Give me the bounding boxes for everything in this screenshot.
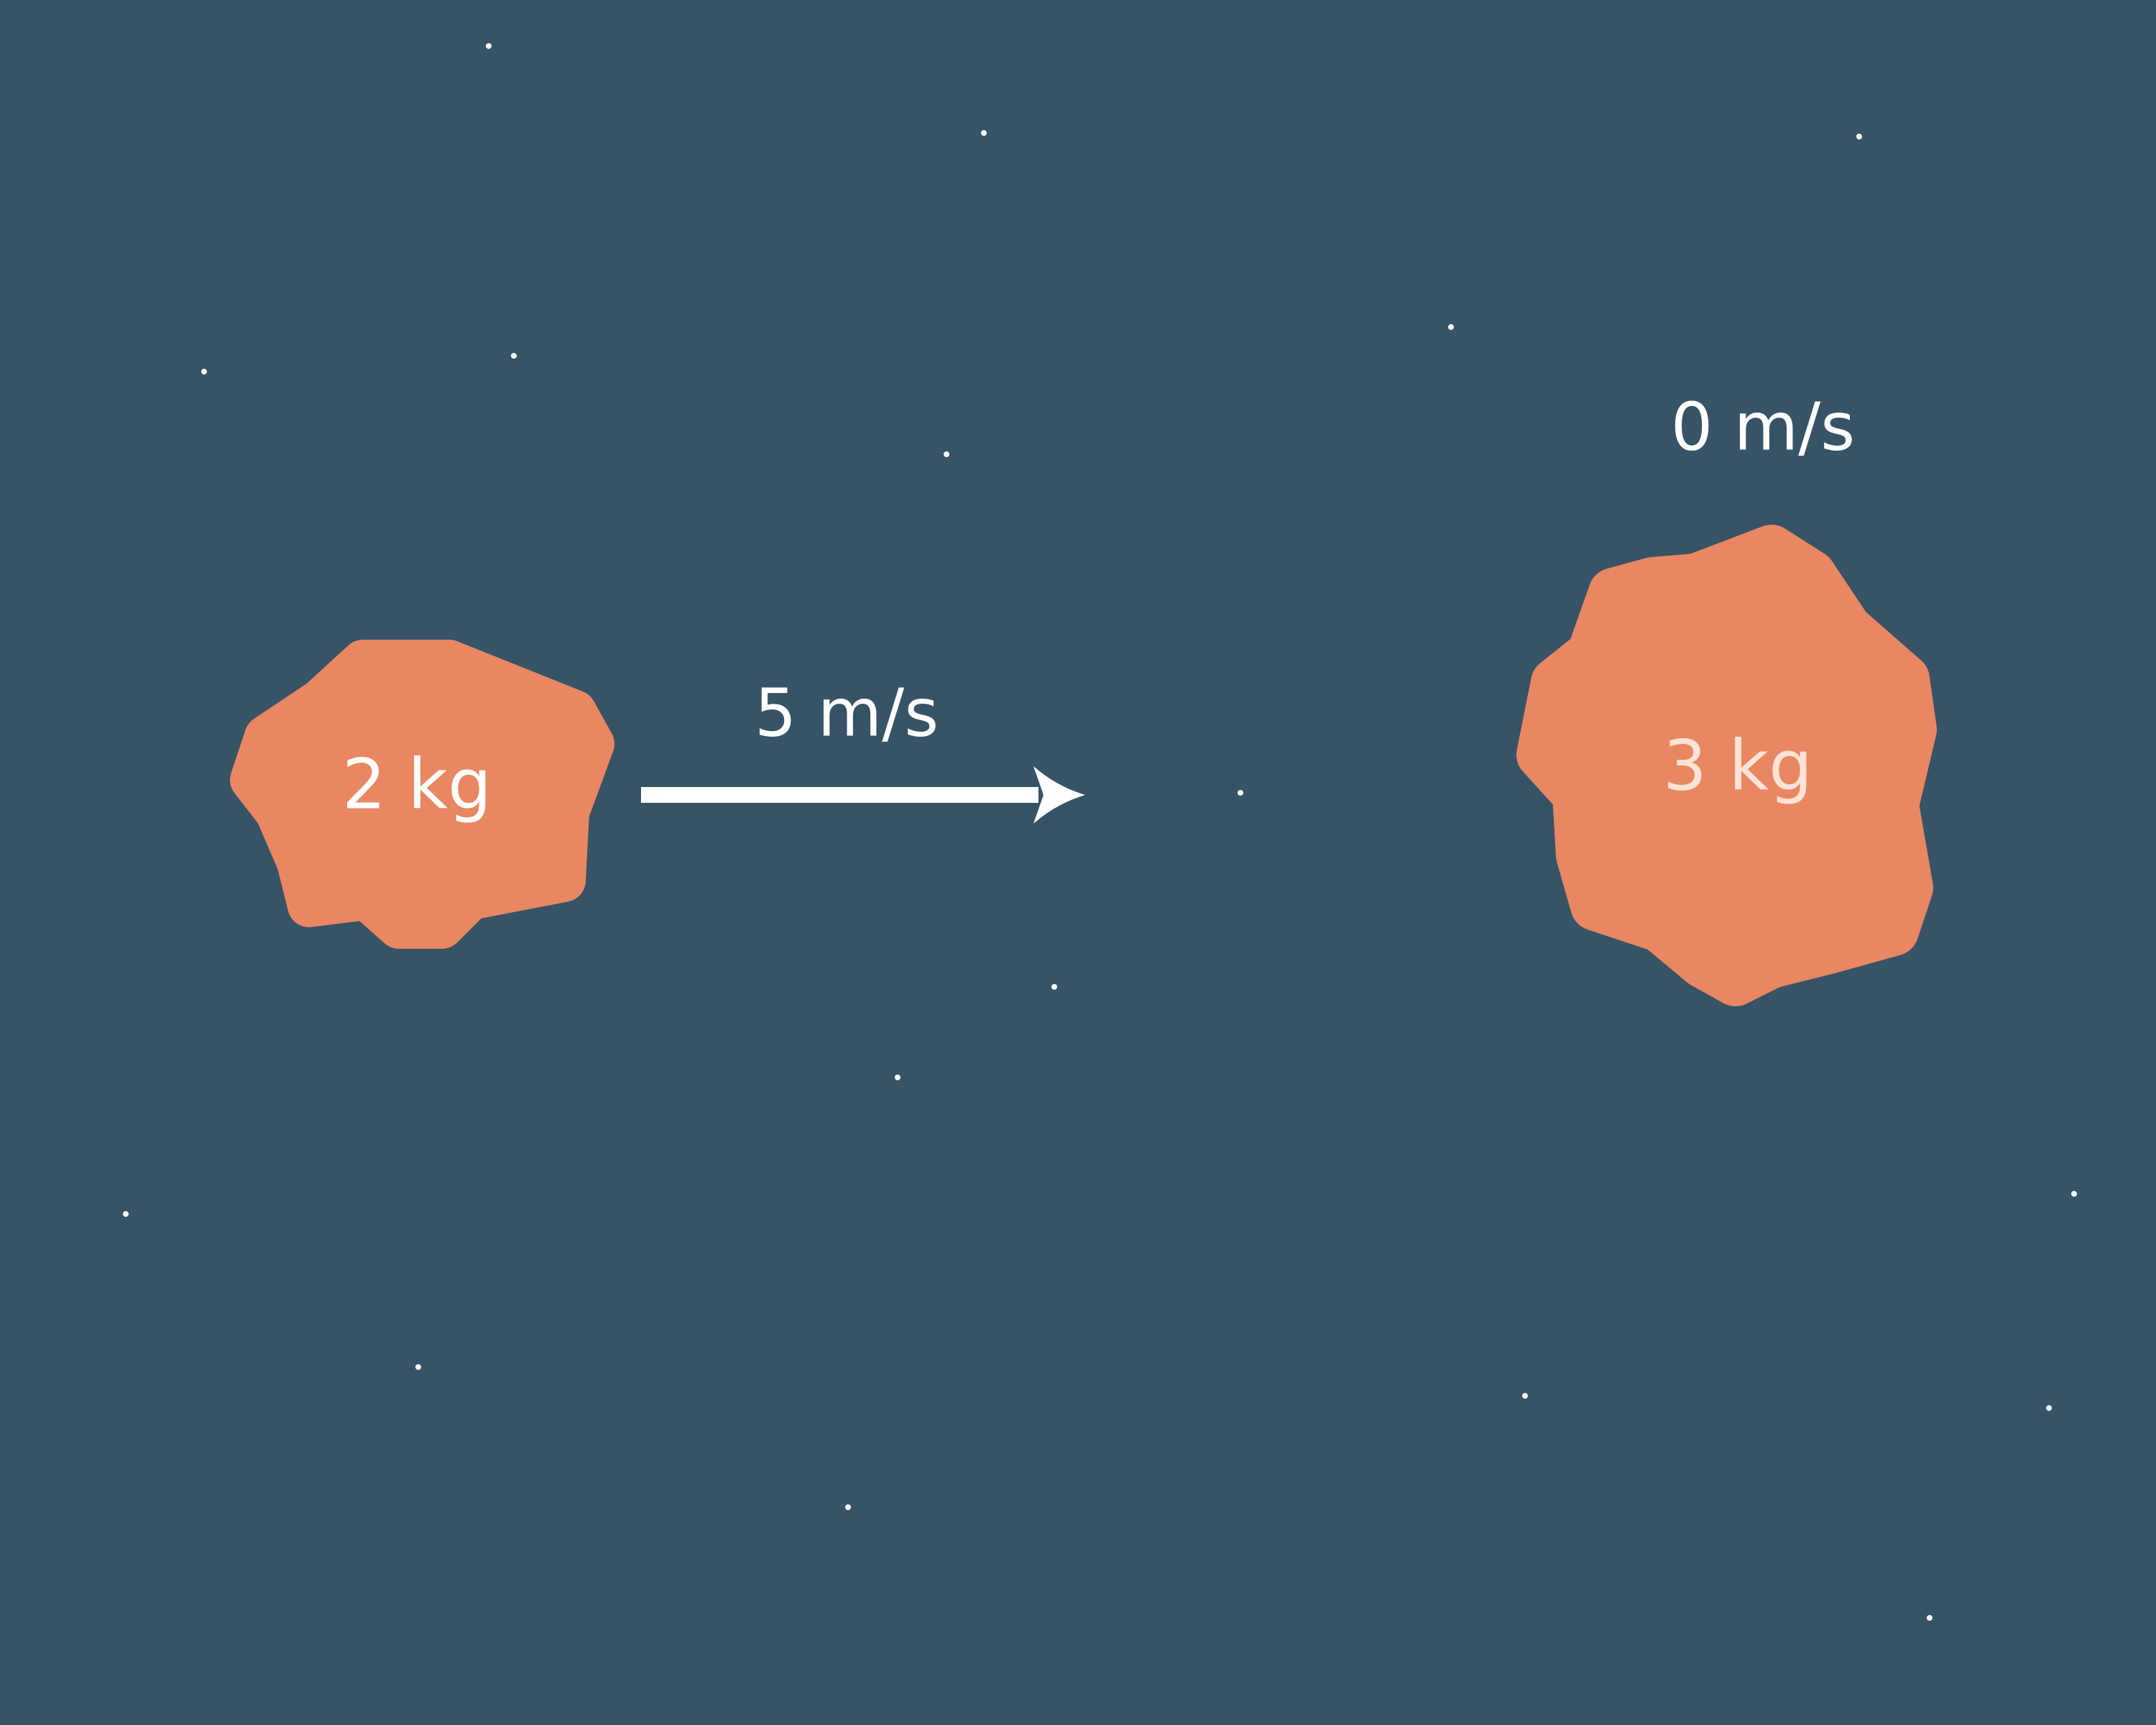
star xyxy=(944,451,949,457)
heavy-body-blob xyxy=(1516,525,1937,1006)
star xyxy=(511,353,517,359)
star xyxy=(1856,134,1862,139)
star xyxy=(845,1504,851,1510)
starfield xyxy=(123,43,2077,1621)
star xyxy=(415,1364,421,1370)
star xyxy=(486,43,492,49)
star xyxy=(981,130,987,136)
star xyxy=(123,1211,129,1217)
star xyxy=(1927,1615,1932,1621)
star xyxy=(1051,984,1057,990)
star xyxy=(1448,324,1454,330)
star xyxy=(2071,1191,2077,1197)
light-body-blob xyxy=(230,640,614,949)
velocity-arrow xyxy=(641,766,1085,824)
arrow-right-icon xyxy=(1033,766,1085,824)
star xyxy=(201,369,207,374)
star xyxy=(1522,1393,1528,1399)
light-body-mass-label: 2 kg xyxy=(342,744,492,824)
heavy-body-mass-label: 3 kg xyxy=(1663,725,1812,806)
light-body-velocity-label: 5 m/s xyxy=(755,674,939,751)
star xyxy=(895,1075,900,1080)
star xyxy=(2046,1405,2052,1411)
heavy-body-velocity-label: 0 m/s xyxy=(1671,388,1855,465)
star xyxy=(1238,790,1243,796)
